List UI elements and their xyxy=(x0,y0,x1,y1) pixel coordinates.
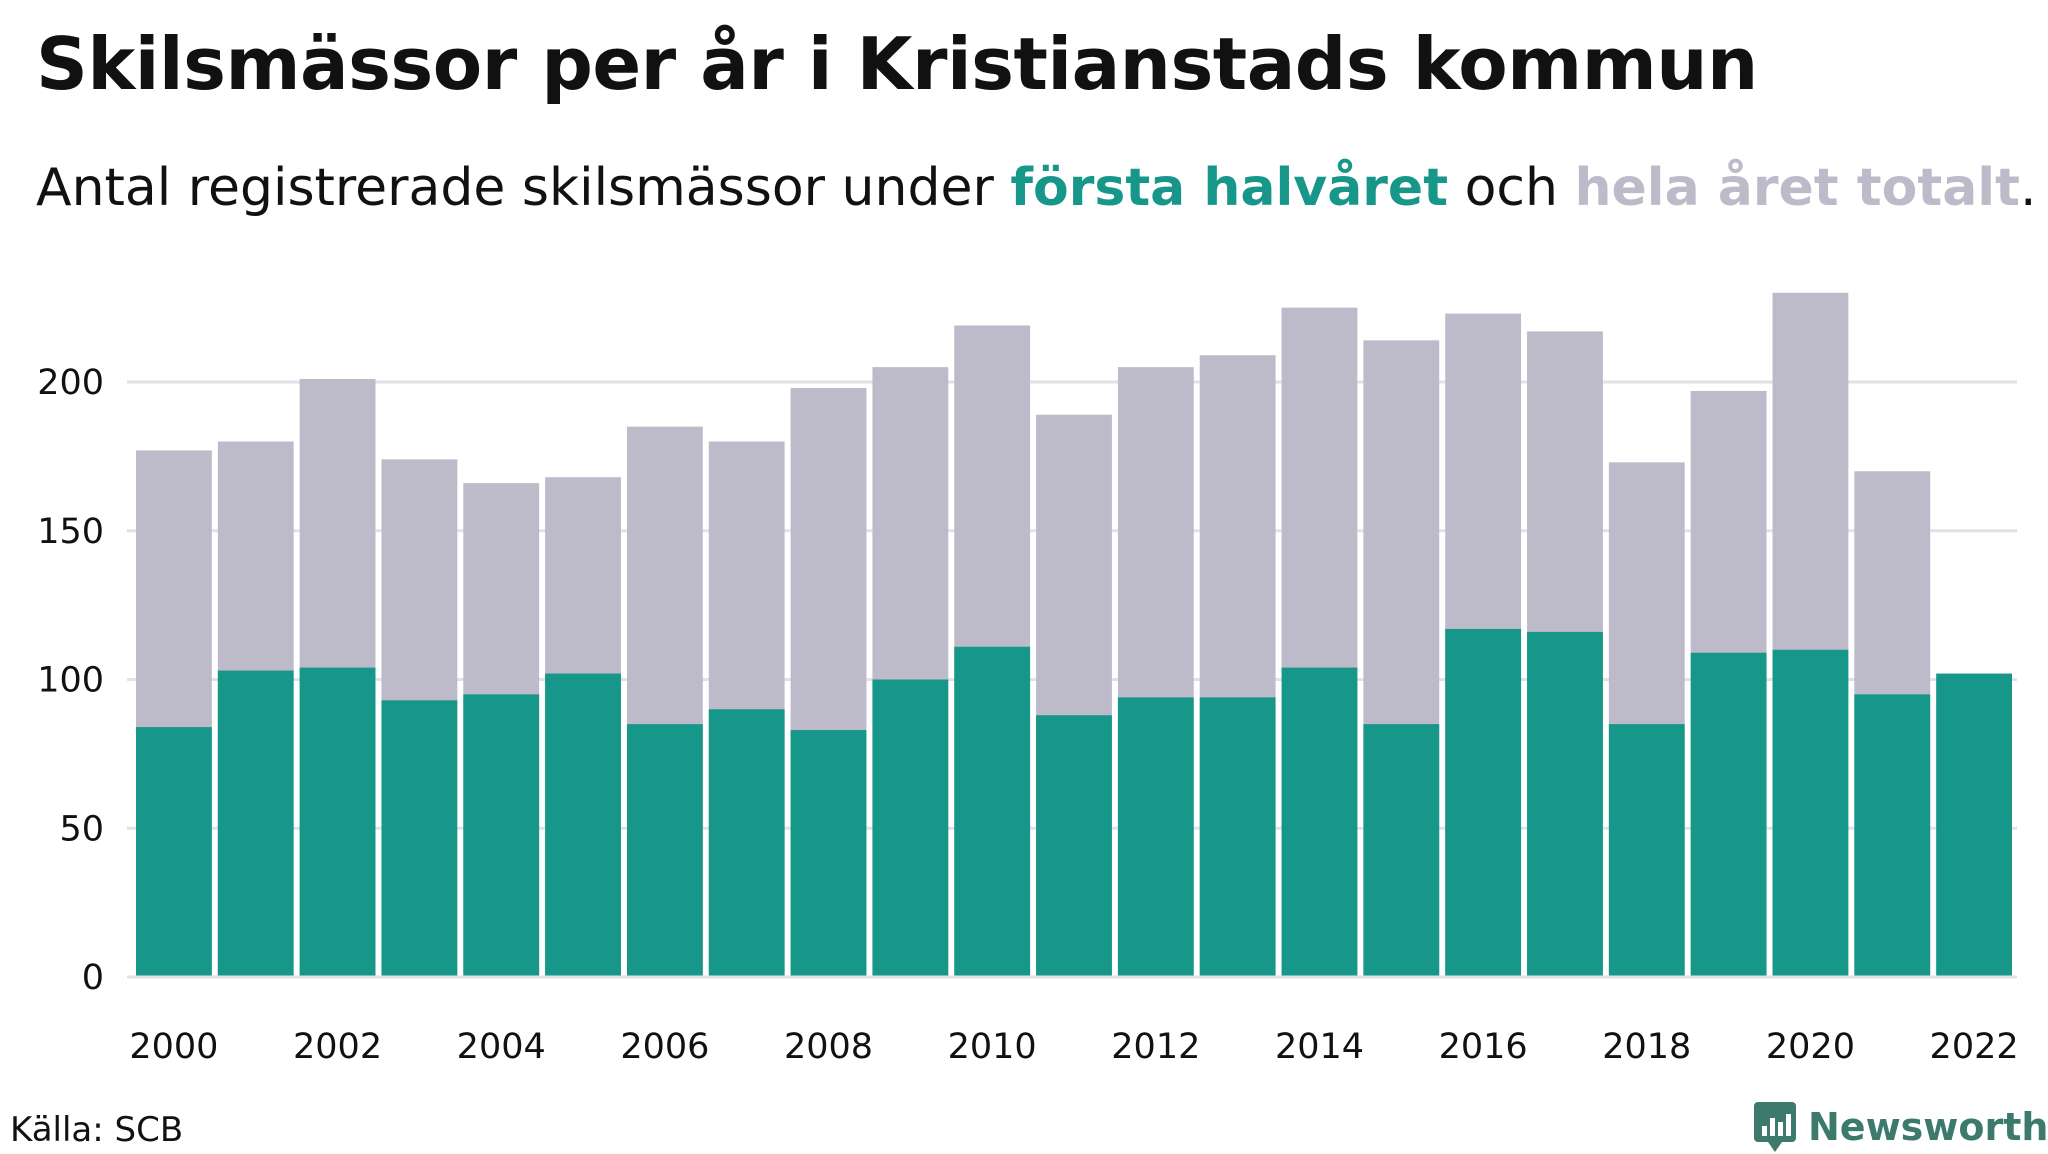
bar-first-half xyxy=(1281,667,1358,977)
bar-first-half xyxy=(1690,652,1767,977)
chart-subtitle: Antal registrerade skilsmässor under för… xyxy=(36,158,2037,218)
x-tick-label: 2006 xyxy=(620,1027,709,1067)
x-tick-label: 2022 xyxy=(1930,1027,2019,1067)
x-tick-label: 2018 xyxy=(1602,1027,1691,1067)
bar-first-half xyxy=(1854,694,1931,977)
bar-first-half xyxy=(299,667,376,977)
bar-first-half xyxy=(136,727,212,977)
x-tick-label: 2016 xyxy=(1439,1027,1528,1067)
x-tick-label: 2012 xyxy=(1111,1027,1200,1067)
subtitle-prefix: Antal registrerade skilsmässor under xyxy=(36,158,1011,218)
bar-first-half xyxy=(545,673,621,977)
x-tick-label: 2010 xyxy=(948,1027,1037,1067)
chart-title: Skilsmässor per år i Kristianstads kommu… xyxy=(36,22,1758,106)
y-tick-label: 100 xyxy=(37,661,104,701)
bar-first-half xyxy=(1199,697,1276,977)
bar-first-half xyxy=(1608,724,1685,977)
bar-first-half xyxy=(1445,628,1522,977)
subtitle-first-half: första halvåret xyxy=(1010,158,1449,218)
subtitle-middle: och xyxy=(1448,158,1575,218)
bar-first-half xyxy=(1772,649,1849,977)
brand-logo: Newsworthy xyxy=(1752,1100,2048,1154)
y-tick-label: 150 xyxy=(37,512,104,552)
bar-first-half xyxy=(872,679,949,977)
bar-first-half xyxy=(1936,673,2012,977)
x-tick-label: 2008 xyxy=(784,1027,873,1067)
x-tick-label: 2002 xyxy=(293,1027,382,1067)
bar-first-half xyxy=(1527,631,1603,977)
bar-first-half xyxy=(1036,715,1112,977)
bar-first-half xyxy=(381,700,458,977)
y-tick-label: 200 xyxy=(37,363,104,403)
source-label: Källa: SCB xyxy=(10,1110,184,1150)
bar-first-half xyxy=(463,694,540,977)
x-tick-label: 2020 xyxy=(1766,1027,1855,1067)
x-tick-label: 2004 xyxy=(457,1027,546,1067)
subtitle-full-year: hela året totalt xyxy=(1574,158,2020,218)
bar-first-half xyxy=(1363,724,1440,977)
x-tick-label: 2000 xyxy=(129,1027,218,1067)
brand-name: Newsworthy xyxy=(1808,1105,2048,1149)
bar-first-half xyxy=(708,709,785,977)
bar-first-half xyxy=(790,730,867,977)
y-tick-label: 50 xyxy=(59,809,104,849)
bar-first-half xyxy=(217,670,294,977)
y-tick-label: 0 xyxy=(82,958,104,998)
subtitle-suffix: . xyxy=(2019,158,2037,218)
bar-first-half xyxy=(1117,697,1194,977)
bar-first-half xyxy=(626,724,703,977)
newsworthy-icon xyxy=(1754,1102,1796,1152)
bar-first-half xyxy=(954,646,1031,977)
x-tick-label: 2014 xyxy=(1275,1027,1364,1067)
